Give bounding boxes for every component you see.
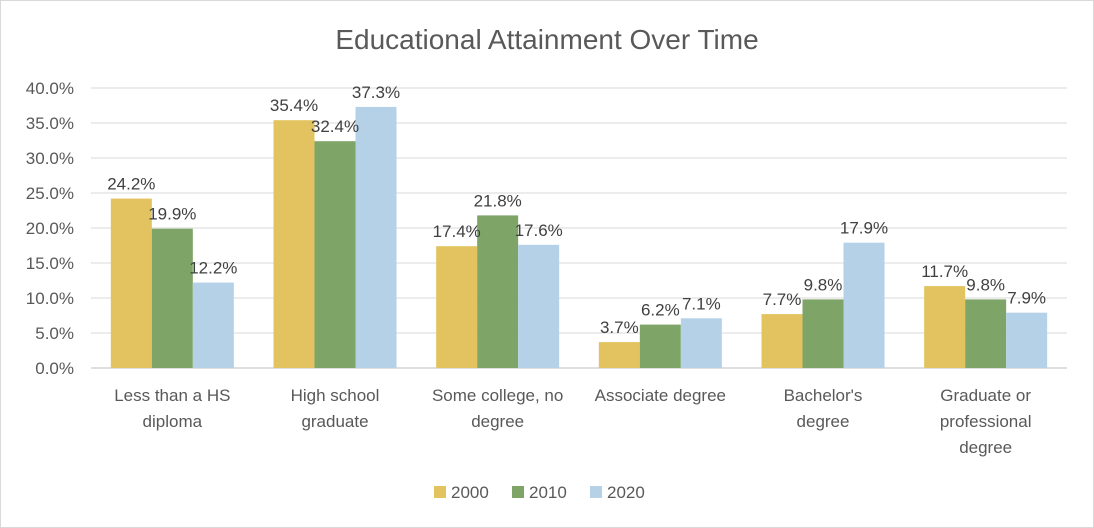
category-label: graduate (301, 412, 368, 431)
legend-label: 2000 (451, 483, 489, 502)
y-tick-label: 35.0% (26, 114, 74, 133)
bar-2020-5 (1006, 312, 1048, 368)
y-tick-label: 40.0% (26, 79, 74, 98)
gridlines (91, 87, 1067, 369)
legend-label: 2020 (607, 483, 645, 502)
chart-title: Educational Attainment Over Time (335, 24, 758, 55)
legend-swatch (590, 486, 602, 498)
category-label: Associate degree (595, 386, 726, 405)
data-label-2020-1: 37.3% (352, 83, 400, 102)
y-tick-label: 25.0% (26, 184, 74, 203)
category-label: professional (940, 412, 1032, 431)
data-label-2020-0: 12.2% (189, 259, 237, 278)
category-label: diploma (143, 412, 203, 431)
category-label: degree (797, 412, 850, 431)
data-label-2010-0: 19.9% (148, 205, 196, 224)
bar-2020-4 (843, 242, 885, 368)
y-tick-label: 10.0% (26, 289, 74, 308)
data-label-2000-5: 11.7% (921, 262, 968, 281)
y-tick-label: 5.0% (35, 324, 74, 343)
bar-2020-3 (680, 318, 722, 368)
data-label-2020-3: 7.1% (682, 294, 721, 313)
legend-label: 2010 (529, 483, 567, 502)
bars (110, 106, 1048, 369)
data-label-2000-0: 24.2% (107, 175, 155, 194)
bar-2020-1 (355, 106, 397, 369)
x-axis-categories: Less than a HS diploma High school graduate… (114, 386, 1031, 457)
data-label-2010-2: 21.8% (474, 191, 522, 210)
bar-2000-2 (436, 246, 478, 368)
data-label-2020-5: 7.9% (1007, 289, 1046, 308)
category-label: degree (959, 438, 1012, 457)
bar-2010-4 (802, 299, 844, 368)
bar-2010-1 (314, 141, 356, 368)
y-tick-label: 20.0% (26, 219, 74, 238)
data-label-2010-4: 9.8% (804, 275, 843, 294)
bar-2020-0 (192, 282, 234, 368)
data-label-2010-3: 6.2% (641, 301, 680, 320)
legend-swatch (434, 486, 446, 498)
category-label: Less than a HS (114, 386, 230, 405)
y-tick-label: 30.0% (26, 149, 74, 168)
category-label: Graduate or (940, 386, 1031, 405)
category-label: degree (471, 412, 524, 431)
category-label: High school (291, 386, 380, 405)
bar-2000-5 (924, 286, 966, 368)
data-label-2010-5: 9.8% (966, 275, 1005, 294)
bar-2000-4 (761, 314, 803, 368)
data-label-2000-2: 17.4% (433, 222, 481, 241)
data-label-2000-3: 3.7% (600, 318, 639, 337)
bar-2010-2 (477, 215, 519, 368)
legend-item-2010: 2010 (512, 483, 567, 502)
bar-2000-3 (598, 342, 640, 368)
category-label: Some college, no (432, 386, 563, 405)
data-label-2010-1: 32.4% (311, 117, 359, 136)
data-labels: 24.2% 19.9% 12.2% 35.4% 32.4% 37.3% 17.4% 21.8%… (107, 83, 1046, 337)
bar-2010-0 (151, 228, 193, 368)
bar-2010-3 (639, 324, 681, 368)
legend-swatch (512, 486, 524, 498)
bar-2000-1 (273, 120, 315, 368)
data-label-2020-2: 17.6% (515, 221, 563, 240)
legend-item-2000: 2000 (434, 483, 489, 502)
legend: 2000 2010 2020 (434, 483, 645, 502)
y-tick-label: 15.0% (26, 254, 74, 273)
data-label-2000-1: 35.4% (270, 96, 318, 115)
y-tick-label: 0.0% (35, 359, 74, 378)
bar-2000-0 (110, 198, 152, 368)
data-label-2000-4: 7.7% (763, 290, 802, 309)
category-label: Bachelor's (784, 386, 863, 405)
legend-item-2020: 2020 (590, 483, 645, 502)
data-label-2020-4: 17.9% (840, 219, 888, 238)
y-axis-ticks: 0.0% 5.0% 10.0% 15.0% 20.0% 25.0% 30.0% 35.0% 40… (26, 79, 74, 378)
bar-2010-5 (965, 299, 1007, 368)
bar-2020-2 (518, 244, 560, 368)
